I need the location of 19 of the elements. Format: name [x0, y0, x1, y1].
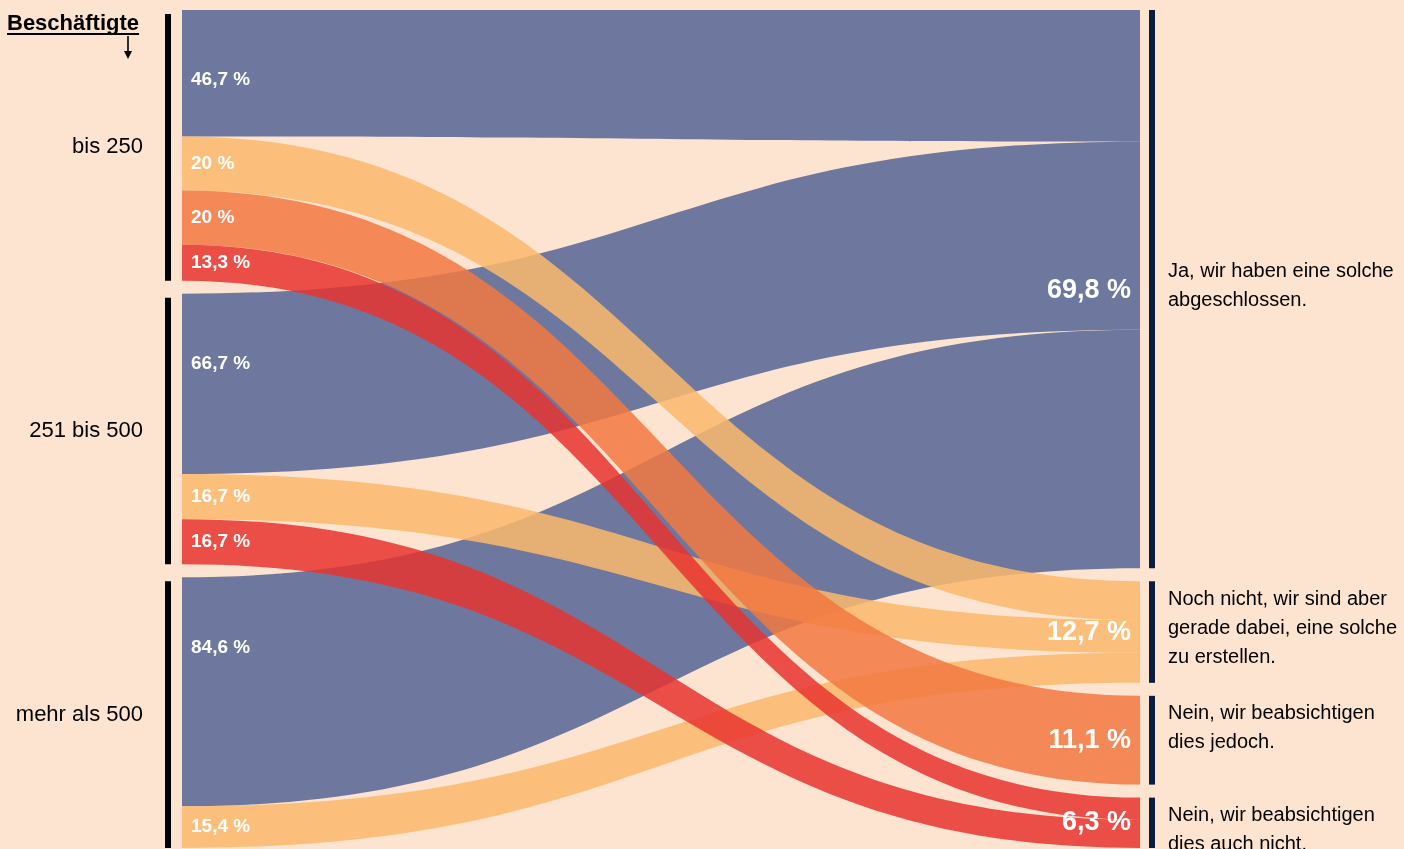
- category-label: mehr als 500: [15, 700, 143, 726]
- text: 11,1 %: [1048, 723, 1131, 754]
- data-label: 16,7 %: [191, 484, 251, 506]
- text: 69,8 %: [1046, 273, 1131, 304]
- category-label: bis 250: [72, 133, 143, 159]
- text: Beschäftigte: [7, 10, 140, 35]
- data-label: 20 %: [191, 205, 235, 227]
- data-label: 20 %: [191, 151, 235, 173]
- series-label: Ja, wir haben eine solche abgeschlossen.: [1168, 258, 1394, 310]
- data-label: 15,4 %: [191, 815, 251, 837]
- data-label: 66,7 %: [191, 351, 251, 373]
- data-label: 84,6 %: [191, 635, 251, 657]
- category-label: 251 bis 500: [29, 417, 143, 443]
- series-label: Noch nicht, wir sind aber gerade dabei, eine solche zu erstellen.: [1168, 586, 1398, 667]
- series-label: Nein, wir beabsichtigen dies jedoch.: [1168, 701, 1375, 753]
- data-label: 13,3 %: [191, 250, 251, 272]
- data-label: 46,7 %: [191, 68, 251, 90]
- data-label: 16,7 %: [191, 529, 251, 551]
- text: 12,7 %: [1046, 615, 1131, 646]
